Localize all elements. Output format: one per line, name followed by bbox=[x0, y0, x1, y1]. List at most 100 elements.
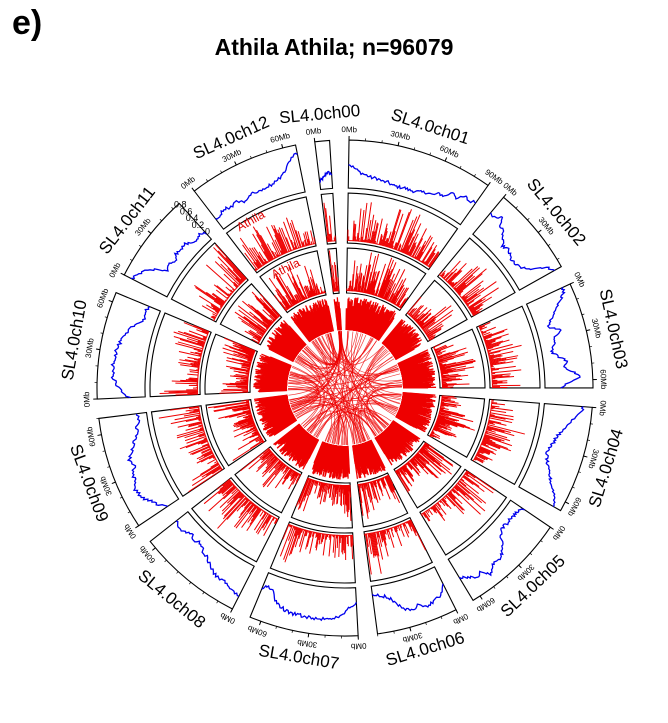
middle-track-bar bbox=[225, 299, 228, 301]
inner-track-bar bbox=[432, 428, 438, 432]
inner-track-bar bbox=[239, 359, 252, 364]
middle-track-bar bbox=[212, 315, 217, 319]
inner-track-bar bbox=[315, 283, 320, 295]
middle-track-bar bbox=[189, 410, 200, 413]
inner-track-bar bbox=[433, 427, 450, 436]
inner-track-bar bbox=[324, 483, 329, 503]
spike-bar bbox=[288, 325, 307, 346]
link-line bbox=[288, 331, 342, 380]
inner-track-bar bbox=[417, 451, 419, 454]
inner-track-bar bbox=[229, 411, 252, 418]
link-line bbox=[358, 410, 387, 442]
middle-track-bar bbox=[198, 424, 203, 427]
inner-track-bar bbox=[238, 416, 253, 423]
inner-track-bar bbox=[295, 474, 302, 485]
middle-track-bar bbox=[419, 260, 422, 262]
inner-track-bar bbox=[440, 403, 446, 406]
inner-track-bar bbox=[370, 481, 377, 500]
middle-track-bar bbox=[235, 487, 238, 489]
inner-track-bar bbox=[277, 316, 280, 318]
middle-track-bar bbox=[188, 421, 203, 427]
middle-track-bar bbox=[490, 368, 499, 371]
middle-track-bar bbox=[470, 303, 483, 312]
inner-track-bar bbox=[295, 472, 299, 478]
tick-label: 0Mb bbox=[550, 524, 566, 542]
inner-track-bar bbox=[241, 366, 251, 369]
inner-track-bar bbox=[272, 320, 275, 323]
inner-track-bar bbox=[318, 481, 321, 486]
middle-track-bar bbox=[466, 300, 475, 306]
middle-track-bar bbox=[459, 294, 461, 297]
inner-track-bar bbox=[432, 428, 447, 436]
middle-track-bar bbox=[487, 350, 501, 355]
middle-track-bar bbox=[198, 452, 214, 461]
inner-track-bar bbox=[280, 461, 283, 463]
inner-track-bar bbox=[299, 299, 302, 302]
inner-track-bar bbox=[369, 271, 377, 295]
inner-track-bar bbox=[337, 277, 340, 292]
inner-track-bar bbox=[440, 406, 445, 408]
middle-track-bar bbox=[316, 532, 319, 538]
inner-track-bar bbox=[268, 459, 281, 474]
inner-track-bar bbox=[411, 305, 424, 319]
middle-track-bar bbox=[459, 295, 462, 297]
middle-track-bar bbox=[353, 223, 356, 242]
middle-track-bar bbox=[238, 501, 253, 519]
middle-track-bar bbox=[186, 435, 207, 444]
inner-track-bar bbox=[315, 480, 318, 486]
middle-track-bar bbox=[490, 365, 516, 371]
middle-track-bar bbox=[433, 504, 444, 517]
inner-track-bar bbox=[436, 420, 446, 425]
inner-track-bar bbox=[309, 285, 314, 297]
middle-track-bar bbox=[376, 531, 380, 538]
inner-track-bar bbox=[399, 467, 413, 487]
inner-track-bar bbox=[327, 483, 331, 494]
inner-track-bar bbox=[396, 469, 402, 476]
tick-label: 0Mb bbox=[122, 522, 138, 540]
inner-track-bar bbox=[254, 431, 259, 435]
inner-track-bar bbox=[340, 484, 343, 507]
link-line bbox=[288, 386, 383, 432]
inner-track-bar bbox=[274, 318, 277, 321]
middle-track-bar bbox=[203, 451, 213, 457]
inner-track-bar bbox=[358, 272, 362, 293]
middle-track-bar bbox=[188, 406, 200, 410]
middle-track-bar bbox=[385, 238, 389, 247]
middle-track-bar bbox=[486, 343, 501, 349]
inner-track-bar bbox=[282, 296, 292, 308]
middle-track-bar bbox=[471, 307, 483, 315]
inner-track-bar bbox=[390, 279, 404, 303]
middle-track-bar bbox=[445, 280, 448, 282]
density-track-frame bbox=[447, 499, 552, 602]
middle-track-bar bbox=[265, 514, 272, 524]
middle-track-bar bbox=[428, 508, 431, 510]
middle-track-bar bbox=[469, 296, 493, 311]
middle-track-bar bbox=[418, 236, 433, 262]
inner-track-bar bbox=[428, 338, 431, 340]
spike-bar bbox=[374, 437, 386, 455]
inner-track-bar bbox=[437, 351, 469, 362]
middle-track-bar bbox=[297, 231, 304, 248]
inner-track-bar bbox=[223, 351, 253, 362]
middle-track-bar bbox=[387, 209, 401, 248]
inner-track-bar bbox=[405, 463, 408, 465]
middle-track-bar bbox=[247, 506, 260, 523]
inner-track-bar bbox=[440, 366, 475, 373]
inner-track-bar bbox=[421, 447, 451, 471]
middle-track-bar bbox=[476, 453, 489, 460]
middle-track-bar bbox=[233, 284, 238, 289]
inner-track-bar bbox=[296, 294, 301, 303]
middle-track-bar bbox=[267, 513, 270, 515]
inner-track-bar bbox=[246, 424, 256, 429]
inner-track-bar bbox=[436, 418, 465, 429]
inner-track-bar bbox=[358, 483, 364, 516]
histogram-inner-frame bbox=[327, 247, 340, 295]
inner-track-bar bbox=[262, 462, 284, 488]
middle-track-bar bbox=[487, 423, 525, 435]
middle-track-bar bbox=[187, 373, 199, 376]
inner-track-bar bbox=[392, 284, 405, 305]
middle-track-bar bbox=[219, 489, 240, 509]
middle-track-bar bbox=[484, 432, 511, 442]
middle-track-bar bbox=[329, 534, 331, 540]
inner-track-bar bbox=[254, 429, 258, 432]
